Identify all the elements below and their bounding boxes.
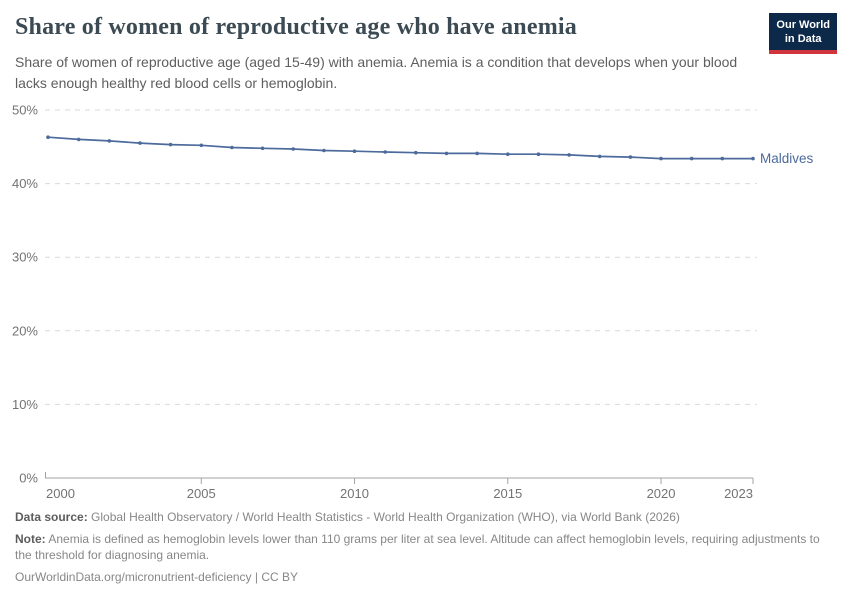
x-tick-label: 2005	[187, 486, 216, 501]
note-text: Anemia is defined as hemoglobin levels l…	[15, 532, 820, 563]
x-tick-label: 2000	[46, 486, 75, 501]
data-point	[536, 152, 541, 156]
y-tick-label: 0%	[19, 471, 38, 486]
data-point	[597, 154, 602, 159]
data-point	[628, 155, 633, 159]
data-point	[689, 156, 694, 161]
data-point	[291, 147, 296, 151]
page-title: Share of women of reproductive age who h…	[15, 14, 577, 40]
y-tick-label: 40%	[12, 176, 38, 191]
data-point	[199, 143, 204, 148]
y-tick-label: 20%	[12, 323, 38, 338]
x-tick-label: 2020	[647, 486, 676, 501]
license-label: CC BY	[261, 570, 299, 585]
owid-logo[interactable]: Our World in Data	[769, 13, 837, 54]
y-tick-label: 30%	[12, 250, 38, 265]
data-point	[230, 145, 234, 150]
data-point	[383, 150, 388, 154]
data-point	[138, 141, 142, 145]
data-point	[720, 156, 725, 161]
data-point	[751, 156, 755, 161]
x-tick-label: 2023	[724, 486, 753, 501]
citation-line: OurWorldinData.org/micronutrient-deficie…	[15, 569, 823, 585]
data-point	[475, 151, 479, 156]
data-point	[260, 146, 265, 151]
y-tick-label: 10%	[12, 397, 38, 412]
data-source-label: Data source:	[15, 510, 88, 524]
x-tick-label: 2010	[340, 486, 369, 501]
data-source-line: Data source: Global Health Observatory /…	[15, 509, 823, 525]
line-chart: 0% 10% 20% 30% 40% 50% 2000 2005 2010 2015 2020 202…	[12, 103, 814, 502]
data-point	[414, 150, 418, 155]
data-point	[506, 152, 510, 156]
x-tick-label: 2015	[493, 486, 522, 501]
logo-line2: in Data	[784, 33, 822, 46]
data-point	[322, 148, 326, 153]
series-line	[47, 136, 753, 160]
data-point	[352, 149, 357, 153]
logo-line1: Our World	[776, 19, 830, 31]
data-point	[659, 156, 663, 161]
citation-url[interactable]: OurWorldinData.org/micronutrient-deficie…	[15, 570, 252, 585]
note-line: Note: Anemia is defined as hemoglobin le…	[15, 531, 823, 563]
data-point	[107, 139, 112, 143]
data-point	[76, 137, 81, 142]
data-point	[168, 142, 173, 147]
data-point	[46, 135, 50, 139]
note-label: Note:	[15, 532, 46, 547]
data-point	[567, 153, 571, 157]
chart-subtitle: Share of women of reproductive age (aged…	[15, 54, 738, 91]
y-tick-label: 50%	[12, 103, 38, 118]
data-source-text: Global Health Observatory / World Health…	[91, 510, 680, 524]
series-end-label: Maldives	[760, 151, 814, 166]
citation-separator: |	[254, 570, 259, 585]
chart-footer: Data source: Global Health Observatory /…	[15, 509, 823, 591]
data-point	[444, 151, 449, 156]
